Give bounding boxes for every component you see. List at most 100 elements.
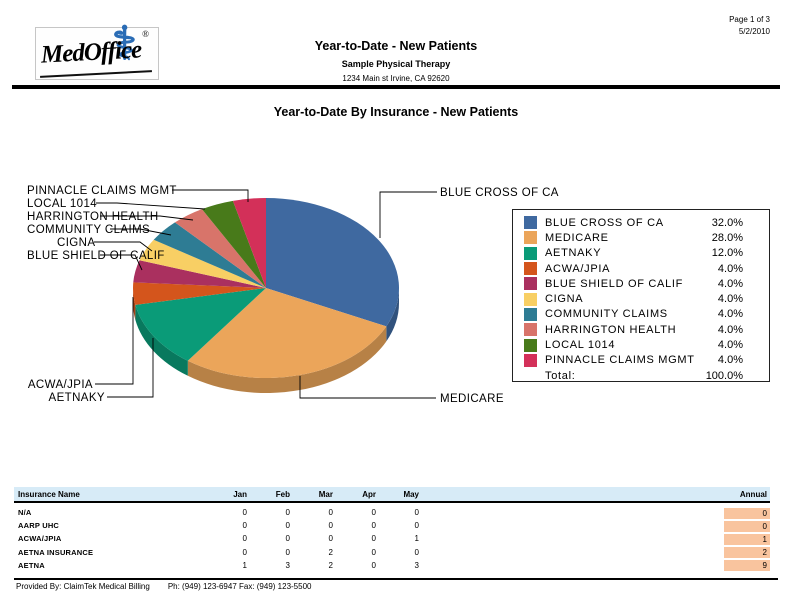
legend-label: BLUE CROSS OF CA — [545, 216, 664, 229]
callout-line-pinnacle — [172, 189, 249, 202]
table-row: AARP UHC 0 0 0 0 0 0 — [14, 519, 770, 532]
legend-row: BLUE CROSS OF CA 32.0% — [513, 215, 769, 230]
callout-label-pinnacle: PINNACLE CLAIMS MGMT — [27, 185, 177, 197]
legend-row: CIGNA 4.0% — [513, 291, 769, 306]
cell-annual: 0 — [724, 520, 770, 532]
legend-row: ACWA/JPIA 4.0% — [513, 261, 769, 276]
pie-chart: BLUE CROSS OF CA MEDICARE PINNACLE CLAIM… — [27, 185, 559, 405]
legend-percent: 4.0% — [717, 293, 743, 306]
legend-total-value: 100.0% — [705, 369, 743, 382]
legend-label: CIGNA — [545, 293, 584, 306]
cell-annual: 1 — [724, 533, 770, 545]
page-info: Page 1 of 3 5/2/2010 — [729, 14, 770, 38]
legend-swatch — [524, 262, 537, 276]
column-header-insurance-name: Insurance Name — [18, 489, 80, 499]
cell-annual: 0 — [724, 507, 770, 519]
cell-annual: 2 — [724, 547, 770, 559]
pie-side-1 — [187, 326, 387, 393]
pie-slice-9 — [232, 198, 266, 288]
legend-label: COMMUNITY CLAIMS — [545, 308, 668, 321]
cell-apr: 0 — [371, 547, 376, 557]
contact-info: Ph: (949) 123-6947 Fax: (949) 123-5500 — [167, 582, 312, 591]
cell-feb: 3 — [285, 560, 290, 570]
legend-total-label: Total: — [545, 369, 576, 382]
cell-insurance-name: N/A — [18, 508, 32, 518]
callout-label-local-1014: LOCAL 1014 — [27, 198, 97, 210]
callout-label-cigna: CIGNA — [57, 237, 95, 249]
cell-feb: 0 — [285, 534, 290, 544]
cell-jan: 0 — [242, 508, 247, 518]
report-title: Year-to-Date - New Patients — [314, 39, 478, 53]
legend-row: PINNACLE CLAIMS MGMT 4.0% — [513, 353, 769, 368]
footer: Provided By: ClaimTek Medical Billing Ph:… — [16, 582, 311, 591]
callout-line-cigna — [94, 241, 153, 252]
callout-label-aetnaky: AETNAKY — [49, 392, 105, 404]
column-header-feb: Feb — [275, 489, 290, 499]
column-header-jan: Jan — [233, 489, 247, 499]
caduceus-icon: ⚕ — [112, 17, 137, 69]
pie-side-0 — [386, 288, 399, 342]
legend-swatch — [524, 246, 537, 260]
legend-label: HARRINGTON HEALTH — [545, 323, 677, 336]
legend-percent: 4.0% — [717, 308, 743, 321]
legend-label: ACWA/JPIA — [545, 262, 611, 275]
pie-side-2 — [135, 304, 188, 376]
callout-line-medicare — [299, 376, 436, 399]
cell-apr: 0 — [371, 521, 376, 531]
callout-label-blue-cross: BLUE CROSS OF CA — [440, 187, 559, 199]
cell-feb: 0 — [285, 521, 290, 531]
callout-label-blue-shield: BLUE SHIELD OF CALIF — [27, 250, 165, 262]
legend-label: BLUE SHIELD OF CALIF — [545, 277, 684, 290]
callout-line-aetnaky — [107, 338, 154, 398]
table-body: N/A 0 0 0 0 0 0 AARP UHC 0 0 0 0 0 0 ACWA/JPIA 0 0 0 0 1 1 AE… — [14, 506, 770, 572]
cell-may: 1 — [414, 534, 419, 544]
callout-labels: BLUE CROSS OF CA MEDICARE PINNACLE CLAIM… — [27, 185, 559, 405]
cell-insurance-name: ACWA/JPIA — [18, 534, 62, 544]
practice-name: Sample Physical Therapy — [341, 59, 451, 69]
cell-annual: 9 — [724, 560, 770, 572]
pie-side-3 — [133, 288, 136, 320]
cell-insurance-name: AETNA — [18, 560, 45, 570]
callout-label-acwa: ACWA/JPIA — [28, 379, 93, 391]
cell-insurance-name: AARP UHC — [18, 521, 60, 531]
callout-line-local-1014 — [96, 202, 206, 210]
chart-title: Year-to-Date By Insurance - New Patients — [273, 105, 519, 119]
legend-swatch — [524, 323, 537, 337]
legend-row: COMMUNITY CLAIMS 4.0% — [513, 307, 769, 322]
legend-row: LOCAL 1014 4.0% — [513, 337, 769, 352]
legend-swatch — [524, 353, 537, 367]
callout-line-blue-cross — [379, 191, 437, 238]
cell-mar: 0 — [328, 534, 333, 544]
callout-line-community — [110, 228, 172, 236]
legend-swatch — [524, 338, 537, 352]
cell-jan: 1 — [242, 560, 247, 570]
legend-total-row: Total: 100.0% — [513, 368, 769, 383]
cell-insurance-name: AETNA INSURANCE — [18, 547, 94, 557]
legend-label: AETNAKY — [545, 247, 602, 260]
pie-slice-5 — [139, 239, 266, 288]
pie-slice-6 — [153, 222, 266, 288]
column-header-apr: Apr — [362, 489, 376, 499]
legend-label: LOCAL 1014 — [545, 339, 616, 352]
legend-percent: 4.0% — [717, 339, 743, 352]
legend-label: PINNACLE CLAIMS MGMT — [545, 354, 695, 367]
callout-line-blue-shield — [100, 254, 143, 271]
table-row: ACWA/JPIA 0 0 0 0 1 1 — [14, 532, 770, 545]
pie-slice-4 — [133, 260, 266, 288]
report-date: 5/2/2010 — [738, 27, 770, 36]
legend-swatch — [524, 277, 537, 291]
cell-apr: 0 — [371, 508, 376, 518]
cell-mar: 0 — [328, 508, 333, 518]
cell-mar: 2 — [328, 560, 333, 570]
legend-swatch — [524, 216, 537, 230]
pie-slice-3 — [133, 282, 266, 305]
cell-may: 0 — [414, 547, 419, 557]
cell-feb: 0 — [285, 508, 290, 518]
header-rule — [12, 85, 780, 89]
cell-may: 0 — [414, 508, 419, 518]
legend-percent: 12.0% — [711, 247, 743, 260]
table-row: AETNA 1 3 2 0 3 9 — [14, 559, 770, 572]
pie-slice-2 — [135, 288, 266, 361]
legend-row: BLUE SHIELD OF CALIF 4.0% — [513, 276, 769, 291]
